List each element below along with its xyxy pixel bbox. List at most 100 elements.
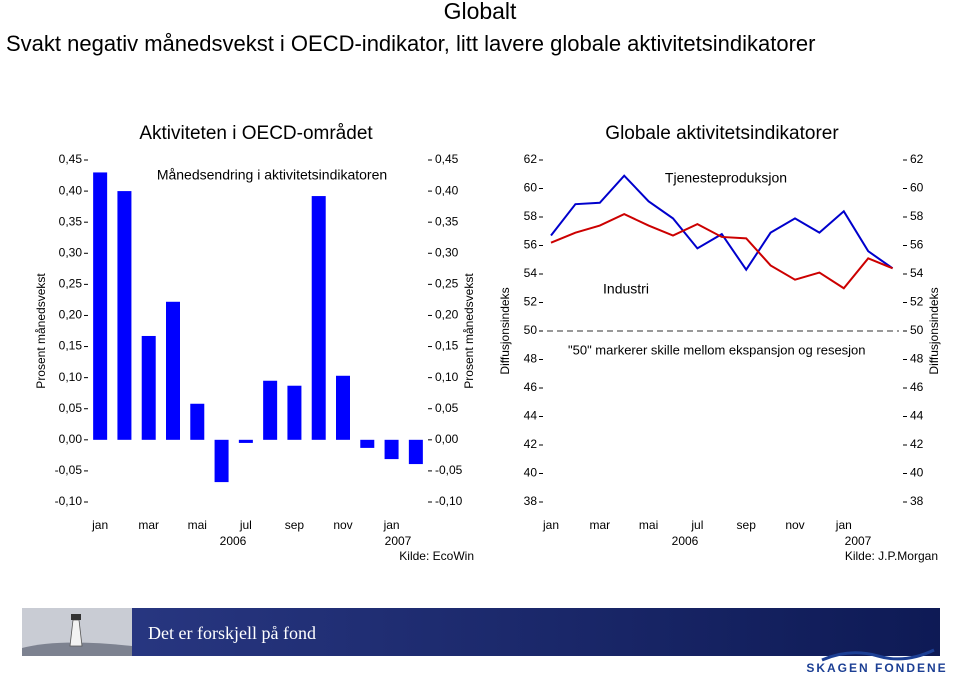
year-label: 2006 [220,534,247,548]
y2-tick-label: 60 [910,181,924,195]
y-axis-label: Diffusjonsindeks [498,287,512,374]
lighthouse-top [71,614,81,620]
y2-tick-label: -0,10 [435,494,463,508]
logo-wave [821,648,935,662]
y2-axis-label: Diffusjonsindeks [927,287,941,374]
slogan: Det er forskjell på fond [148,623,316,643]
y2-tick-label: 58 [910,209,924,223]
y2-tick-label: 0,20 [435,308,459,322]
bar [384,439,399,460]
y2-tick-label: 0,15 [435,339,459,353]
y2-tick-label: 0,40 [435,183,459,197]
y-tick-label: 0,20 [59,308,83,322]
slide-subtitle: Svakt negativ månedsvekst i OECD-indikat… [6,31,815,56]
y2-tick-label: 0,30 [435,245,459,259]
x-tick-label: sep [737,518,757,532]
x-tick-label: mar [589,518,610,532]
y-tick-label: 50 [524,323,538,337]
chart-title: Globale aktivitetsindikatorer [605,123,839,144]
y-tick-label: 60 [524,181,538,195]
year-label: 2007 [385,534,412,548]
y2-tick-label: 54 [910,266,924,280]
banner [22,608,940,656]
y2-tick-label: 56 [910,238,924,252]
y2-tick-label: 0,05 [435,401,459,415]
y-tick-label: 0,10 [59,370,83,384]
x-tick-label: jul [690,518,703,532]
x-tick-label: jul [239,518,252,532]
y-tick-label: 0,35 [59,214,83,228]
bar [238,439,253,443]
source: Kilde: J.P.Morgan [845,549,938,563]
y-tick-label: 42 [524,437,538,451]
bar [336,375,350,440]
bar [360,439,375,448]
y2-tick-label: 50 [910,323,924,337]
x-tick-label: jan [383,518,400,532]
y-tick-label: 56 [524,238,538,252]
x-tick-label: mai [188,518,207,532]
y-tick-label: -0,05 [55,463,83,477]
x-tick-label: jan [835,518,852,532]
y2-tick-label: 46 [910,380,924,394]
y2-tick-label: 0,00 [435,432,459,446]
bar [287,385,302,440]
y-tick-label: 58 [524,209,538,223]
series-line [550,213,893,290]
reference-label: "50" markerer skille mellom ekspansjon o… [568,342,866,357]
y-tick-label: 38 [524,494,538,508]
y2-tick-label: 0,10 [435,370,459,384]
y2-axis-label: Prosent månedsvekst [462,273,476,389]
y2-tick-label: 0,45 [435,152,459,166]
y-tick-label: 0,25 [59,277,83,291]
y-tick-label: 52 [524,295,538,309]
y-tick-label: 0,15 [59,339,83,353]
chart-annotation: Månedsendring i aktivitetsindikatoren [157,167,387,183]
y-tick-label: 46 [524,380,538,394]
year-label: 2006 [672,534,699,548]
y2-tick-label: 44 [910,409,924,423]
y2-tick-label: 42 [910,437,924,451]
y-tick-label: 44 [524,409,538,423]
y-tick-label: 0,00 [59,432,83,446]
y-tick-label: -0,10 [55,494,83,508]
bar [166,301,180,440]
y-axis-label: Prosent månedsvekst [34,273,48,389]
rocks [22,642,132,656]
x-tick-label: nov [333,518,352,532]
source: Kilde: EcoWin [399,549,474,563]
y2-tick-label: 0,35 [435,214,459,228]
y2-tick-label: -0,05 [435,463,463,477]
chart-title: Aktiviteten i OECD-området [139,123,373,144]
x-tick-label: mar [138,518,159,532]
y2-tick-label: 38 [910,494,924,508]
y-tick-label: 0,45 [59,152,83,166]
bar [311,196,326,440]
y2-tick-label: 0,25 [435,277,459,291]
series-label: Industri [603,281,649,297]
y-tick-label: 0,30 [59,245,83,259]
y2-tick-label: 40 [910,466,924,480]
x-tick-label: jan [91,518,108,532]
bar [408,439,423,465]
y2-tick-label: 48 [910,352,924,366]
y-tick-label: 62 [524,152,538,166]
x-tick-label: sep [285,518,305,532]
y-tick-label: 0,05 [59,401,83,415]
bar [141,335,156,440]
y-tick-label: 0,40 [59,183,83,197]
series-line [550,174,894,272]
bar [117,191,132,440]
y2-tick-label: 62 [910,152,924,166]
y-tick-label: 48 [524,352,538,366]
year-label: 2007 [845,534,872,548]
slide-title: Globalt [444,0,517,24]
x-tick-label: jan [542,518,559,532]
y-tick-label: 40 [524,466,538,480]
x-tick-label: mai [639,518,658,532]
logo: SKAGEN FONDENE [806,661,947,675]
bar [214,439,229,483]
y2-tick-label: 52 [910,295,924,309]
bar [93,172,108,440]
